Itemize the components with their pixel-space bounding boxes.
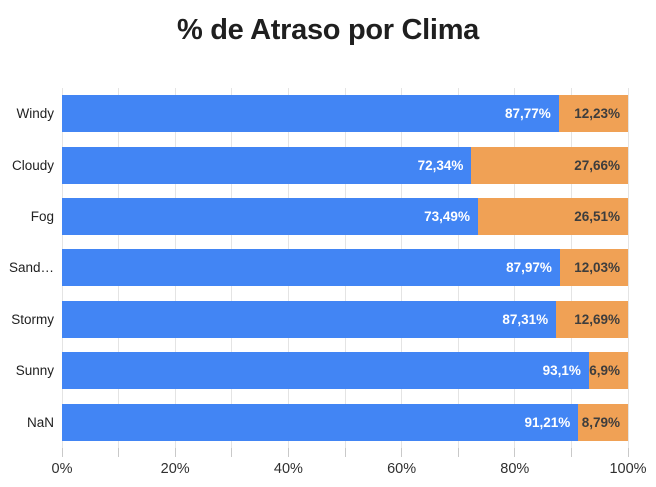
stacked-bar: 87,77% 12,23% [62,95,628,133]
category-label: Cloudy [11,157,54,173]
bar-segment-blue[interactable]: 87,77% [62,95,559,133]
chart-title: % de Atraso por Clima [176,14,480,46]
gridline [627,88,629,448]
chart-row: Sand… 87,97% 12,03% [9,242,628,293]
x-axis-label: 60% [387,461,417,477]
axis-tick [570,448,572,457]
bar-value-label: 93,1% [542,363,581,379]
axis-tick [231,448,233,457]
bar-segment-blue[interactable]: 91,21% [62,403,579,441]
bar-value-label: 27,66% [574,157,620,173]
bar-value-label: 12,69% [574,311,620,327]
stacked-bar: 91,21% 8,79% [62,403,628,441]
bar-value-label: 87,77% [504,106,551,122]
bar-value-label: 6,9% [589,363,620,379]
axis-tick [457,448,459,457]
bar-segment-blue[interactable]: 87,31% [62,300,557,338]
bar-segment-blue[interactable]: 72,34% [62,146,472,184]
chart-row: Windy 87,77% 12,23% [16,88,628,139]
x-axis-label: 20% [160,461,190,477]
stacked-bar: 87,31% 12,69% [62,300,628,338]
axis-tick [61,448,63,457]
category-label: Fog [30,209,54,225]
x-axis-label: 40% [273,461,303,477]
bar-segment-orange[interactable]: 27,66% [471,146,628,184]
axis-tick [344,448,346,457]
x-axis-label: 0% [51,461,73,477]
bar-value-label: 87,31% [502,311,549,327]
bar-segment-blue[interactable]: 93,1% [62,352,589,390]
category-label: Stormy [11,311,54,327]
axis-tick [514,448,516,457]
bar-value-label: 12,03% [574,260,620,276]
category-label: Sand… [8,260,54,276]
chart-row: Stormy 87,31% 12,69% [11,294,628,345]
category-label: Windy [16,106,54,122]
chart-row: NaN 91,21% 8,79% [27,397,628,448]
bar-value-label: 87,97% [506,260,552,276]
stacked-bar: 93,1% 6,9% [62,352,628,390]
category-label: Sunny [15,363,54,379]
bar-segment-orange[interactable]: 26,51% [477,198,628,236]
chart-row: Sunny 93,1% 6,9% [16,345,628,396]
bar-segment-orange[interactable]: 12,23% [558,95,628,133]
bar-rows: Windy 87,77% 12,23% Cloudy 72,34% 27,66% Fog 73… [9,88,628,448]
bar-value-label: 91,21% [524,414,571,430]
chart-row: Fog 73,49% 26,51% [31,191,628,242]
bar-segment-orange[interactable]: 12,69% [556,300,628,338]
axis-tick [174,448,176,457]
axis-tick [401,448,403,457]
bar-segment-blue[interactable]: 87,97% [62,249,560,287]
bar-segment-orange[interactable]: 6,9% [588,352,628,390]
bar-value-label: 73,49% [424,209,470,225]
bar-value-label: 72,34% [417,157,464,173]
bar-segment-orange[interactable]: 8,79% [578,403,628,441]
bar-value-label: 8,79% [581,414,620,430]
bar-value-label: 12,23% [574,106,620,122]
axis-tick [118,448,120,457]
x-axis-label: 80% [500,461,530,477]
stacked-bar: 72,34% 27,66% [62,146,628,184]
bar-value-label: 26,51% [574,209,620,225]
bar-segment-orange[interactable]: 12,03% [559,249,628,287]
category-label: NaN [26,414,54,430]
stacked-bar: 73,49% 26,51% [62,198,628,236]
chart-row: Cloudy 72,34% 27,66% [12,139,628,190]
bar-segment-blue[interactable]: 73,49% [62,198,478,236]
x-axis-label: 100% [609,461,647,477]
stacked-bar: 87,97% 12,03% [62,249,628,287]
axis-tick [287,448,289,457]
axis-tick [627,448,629,457]
plot-area: 0% 20% 40% 60% 80% 100% Windy 87,77% 12,23% Clou… [9,88,647,477]
